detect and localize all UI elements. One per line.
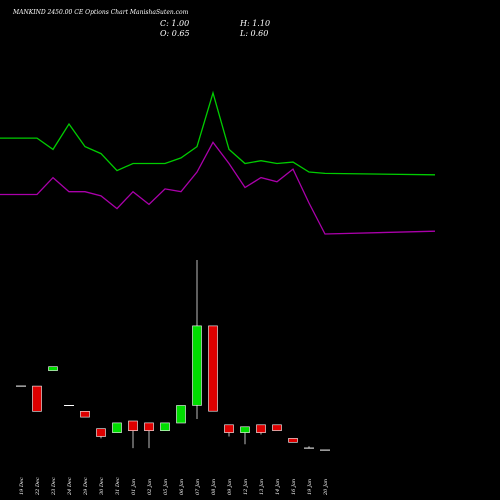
candle-16-jan <box>288 438 298 443</box>
candle-body <box>160 422 170 431</box>
candle-body <box>96 428 106 437</box>
x-tick-label: 08 Jan <box>211 479 217 495</box>
high-value: H: 1.10 <box>240 19 271 28</box>
candle-30-dec <box>96 428 106 439</box>
candle-body <box>256 424 266 433</box>
candle-body <box>208 325 218 412</box>
x-tick-label: 22 Dec <box>35 477 41 496</box>
candle-body <box>128 420 138 431</box>
candle-body <box>32 385 42 412</box>
candle-05-jan <box>160 422 170 431</box>
candle-body <box>112 422 122 433</box>
candle-08-jan <box>208 325 218 412</box>
x-tick-label: 12 Jan <box>243 479 249 495</box>
x-tick-label: 29 Dec <box>83 477 89 496</box>
candle-14-jan <box>272 424 282 431</box>
candle-body <box>272 424 282 431</box>
candle-13-jan <box>256 424 266 435</box>
candle-body <box>176 405 186 424</box>
candle-body <box>48 366 58 371</box>
candle-body <box>192 325 202 406</box>
candle-07-jan <box>192 260 202 419</box>
x-axis-labels: 19 Dec 22 Dec 23 Dec 24 Dec 29 Dec 30 Dec 31 D… <box>19 477 329 496</box>
candle-body <box>224 424 234 433</box>
candle-12-jan <box>240 426 250 445</box>
indicator-line-2 <box>0 141 436 235</box>
chart-title: MANKIND 2450.00 CE Options Chart Manisha… <box>13 9 189 16</box>
candle-body <box>240 426 250 433</box>
x-tick-label: 06 Jan <box>179 479 185 495</box>
x-tick-label: 19 Dec <box>19 477 25 495</box>
candle-19-jan <box>304 446 314 449</box>
candle-23-dec <box>48 366 58 371</box>
x-tick-label: 30 Dec <box>99 477 105 495</box>
x-tick-label: 19 Jan <box>307 479 313 495</box>
candle-body <box>288 438 298 443</box>
x-tick-label: 20 Jan <box>323 479 329 496</box>
x-tick-label: 31 Dec <box>115 477 121 495</box>
candle-06-jan <box>176 405 186 424</box>
x-tick-label: 14 Jan <box>275 479 281 495</box>
candle-01-jan <box>128 420 138 449</box>
close-value: C: 1.00 <box>160 19 190 28</box>
indicator-line-1 <box>0 90 436 176</box>
x-tick-label: 13 Jan <box>259 479 265 495</box>
candle-09-jan <box>224 424 234 437</box>
candle-body <box>80 410 90 418</box>
x-tick-label: 16 Jan <box>291 479 297 495</box>
x-tick-label: 09 Jan <box>227 479 233 495</box>
indicator-lines <box>0 90 436 235</box>
candle-body <box>144 422 154 431</box>
candle-31-dec <box>112 422 122 433</box>
x-tick-label: 02 Jan <box>147 479 153 495</box>
x-tick-label: 07 Jan <box>195 479 201 495</box>
x-tick-label: 23 Dec <box>51 477 57 496</box>
candle-29-dec <box>80 410 90 418</box>
x-tick-label: 05 Jan <box>163 479 169 495</box>
candle-02-jan <box>144 422 154 449</box>
open-value: O: 0.65 <box>160 29 190 38</box>
low-value: L: 0.60 <box>240 29 269 38</box>
x-tick-label: 01 Jan <box>131 479 137 495</box>
candles <box>16 260 330 451</box>
candle-22-dec <box>32 385 42 412</box>
x-tick-label: 24 Dec <box>67 477 73 496</box>
